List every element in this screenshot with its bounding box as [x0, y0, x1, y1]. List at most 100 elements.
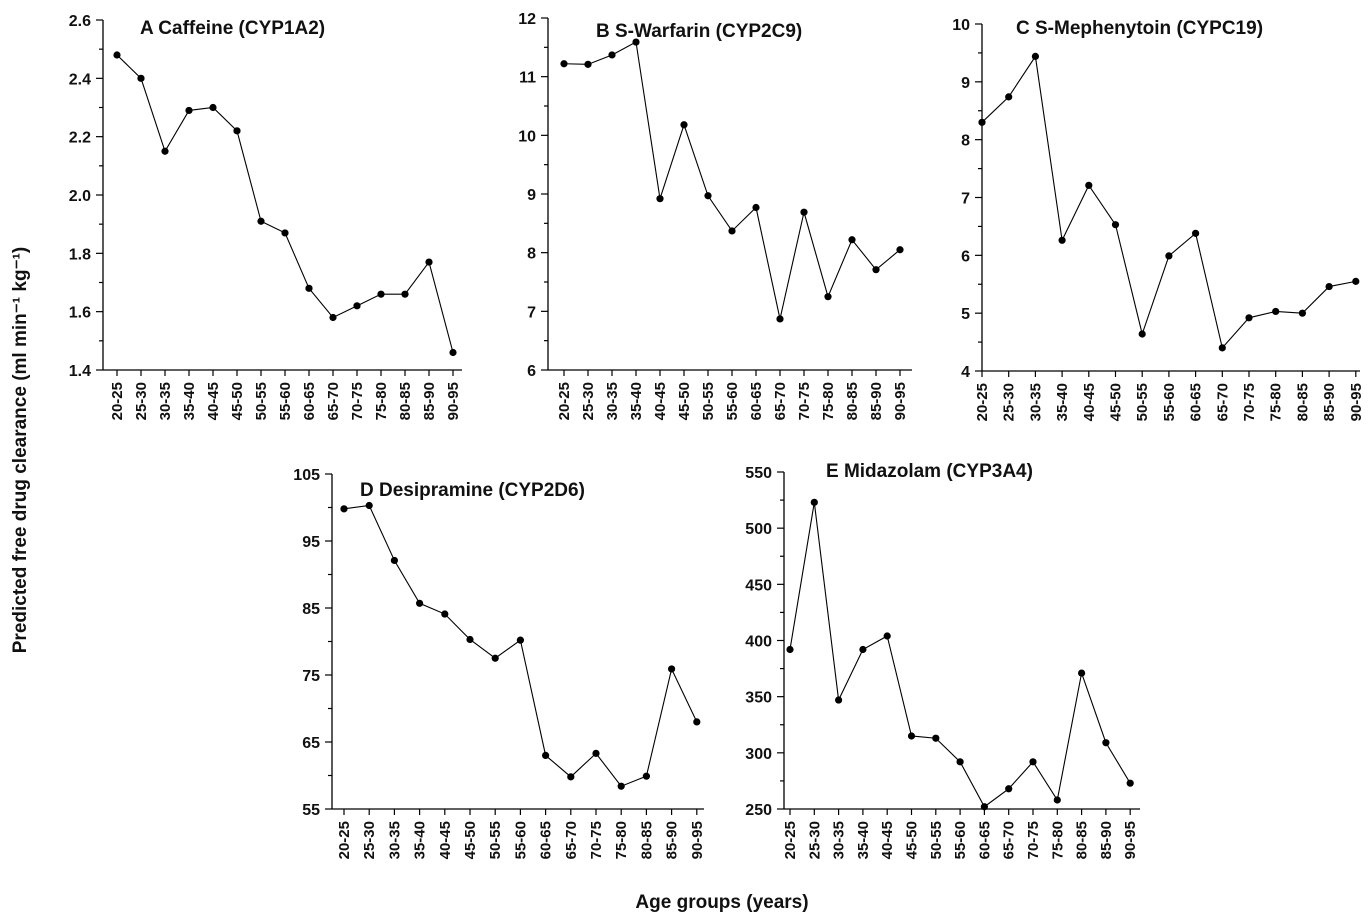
x-tick-label: 55-60	[724, 382, 741, 420]
x-tick-label: 30-35	[1027, 383, 1044, 421]
panel-e-title: E Midazolam (CYP3A4)	[826, 461, 1033, 482]
y-tick-label: 350	[745, 690, 772, 707]
data-point	[800, 208, 808, 216]
x-tick-label: 25-30	[1001, 383, 1018, 421]
x-tick-label: 55-60	[1161, 383, 1178, 421]
data-point	[978, 118, 986, 126]
x-tick-label: 60-65	[1188, 383, 1205, 421]
x-tick-label: 20-25	[782, 821, 799, 859]
x-tick-label: 90-95	[1348, 383, 1365, 421]
y-tick-label: 95	[302, 534, 320, 551]
y-tick-label: 12	[518, 11, 536, 28]
data-point	[932, 734, 940, 742]
data-point	[1325, 282, 1333, 291]
data-point	[859, 645, 867, 654]
x-tick-label: 90-95	[1122, 821, 1139, 859]
x-tick-label: 55-60	[952, 821, 969, 859]
y-tick-label: 8	[961, 133, 970, 150]
panel-c-title: C S-Mephenytoin (CYPC19)	[1016, 18, 1263, 39]
y-tick-label: 6	[961, 248, 970, 265]
data-point	[835, 696, 843, 704]
x-tick-label: 55-60	[277, 382, 294, 420]
data-point	[137, 74, 145, 82]
data-point	[1138, 330, 1146, 338]
x-tick-label: 80-85	[1074, 821, 1091, 859]
x-tick-label: 40-45	[1081, 383, 1098, 421]
x-tick-label: 65-70	[325, 382, 342, 420]
y-tick-label: 7	[527, 304, 536, 321]
data-point	[416, 599, 424, 607]
data-point	[656, 195, 664, 203]
x-tick-label: 75-80	[1268, 383, 1285, 421]
data-point	[1078, 669, 1086, 677]
x-tick-label: 25-30	[133, 382, 150, 420]
x-tick-label: 60-65	[748, 382, 765, 420]
data-point	[776, 315, 784, 323]
data-point	[1102, 739, 1110, 747]
data-point	[883, 632, 891, 640]
data-point	[560, 60, 568, 68]
data-point	[752, 203, 760, 212]
y-tick-label: 10	[518, 128, 536, 145]
x-tick-label: 35-40	[181, 382, 198, 420]
x-tick-label: 50-55	[253, 382, 270, 420]
y-tick-label: 6	[527, 363, 536, 380]
x-tick-label: 20-25	[336, 821, 353, 859]
series-line	[981, 54, 1356, 350]
x-tick-label: 70-75	[796, 382, 813, 420]
x-tick-label: 80-85	[844, 382, 861, 420]
data-point	[305, 284, 313, 292]
y-tick-label: 2.2	[69, 130, 91, 147]
x-tick-label: 80-85	[1294, 383, 1311, 421]
data-point	[365, 501, 373, 510]
x-tick-label: 30-35	[386, 821, 403, 859]
data-point	[1005, 93, 1013, 101]
panel-d-title: D Desipramine (CYP2D6)	[360, 480, 585, 501]
data-point	[896, 246, 904, 254]
data-point	[1298, 309, 1306, 317]
data-point	[786, 645, 794, 654]
data-point	[257, 217, 265, 225]
x-tick-label: 60-65	[538, 821, 555, 859]
panel-d: D Desipramine (CYP2D6) 55 65 75 85 95 105 20-2…	[293, 467, 706, 859]
x-tick-label: 65-70	[1001, 821, 1018, 859]
series-line	[116, 54, 454, 353]
y-tick-label: 85	[302, 601, 320, 618]
x-tick-label: 45-50	[1108, 383, 1125, 421]
x-tick-label: 70-75	[349, 382, 366, 420]
y-tick-label: 9	[527, 187, 536, 204]
x-tick-label: 85-90	[1098, 821, 1115, 859]
panel-b: B S-Warfarin (CYP2C9) 6 7 8 9 10 11 12 20-25 25-…	[518, 11, 912, 420]
data-point	[642, 772, 651, 780]
data-point	[704, 192, 712, 200]
x-tick-label: 20-25	[109, 382, 126, 420]
data-point	[1058, 236, 1066, 244]
data-point	[680, 121, 688, 129]
x-tick-label: 90-95	[689, 821, 706, 859]
data-point	[693, 718, 701, 726]
data-point	[872, 266, 880, 274]
data-point	[617, 782, 625, 790]
x-tick-label: 25-30	[361, 821, 378, 859]
x-tick-label: 65-70	[563, 821, 580, 859]
data-point	[449, 348, 457, 357]
x-tick-label: 85-90	[664, 821, 681, 859]
panel-a-title: A Caffeine (CYP1A2)	[140, 18, 325, 39]
x-tick-label: 75-80	[613, 821, 630, 859]
data-point	[185, 106, 193, 115]
data-point	[1053, 796, 1061, 804]
data-point	[1126, 779, 1134, 787]
data-point	[233, 127, 241, 135]
data-point	[848, 236, 856, 244]
x-tick-label: 45-50	[676, 382, 693, 420]
series-line	[563, 41, 901, 320]
data-point	[209, 103, 217, 112]
x-tick-label: 50-55	[928, 821, 945, 859]
x-tick-label: 30-35	[604, 382, 621, 420]
x-tick-label: 30-35	[831, 821, 848, 859]
data-point	[390, 556, 398, 565]
y-tick-label: 11	[519, 70, 536, 87]
data-point	[401, 290, 409, 298]
data-point	[980, 803, 989, 811]
data-point	[592, 749, 600, 757]
